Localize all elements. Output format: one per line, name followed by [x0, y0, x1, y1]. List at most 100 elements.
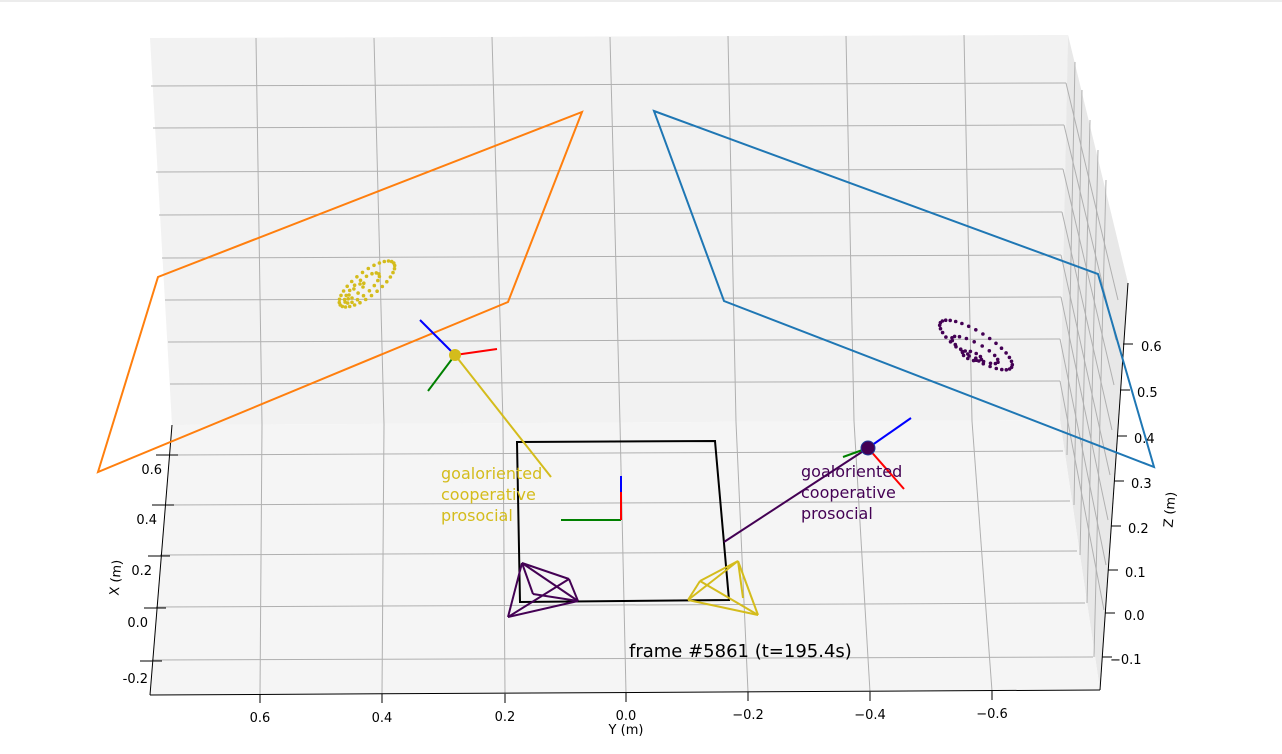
- yellow-gaze-line: [454, 354, 552, 478]
- left-screen-outline: [96, 110, 584, 474]
- z-axis-label: Z (m): [1161, 491, 1179, 528]
- y-tick-label: 0.4: [372, 711, 393, 726]
- yellow-cloud-point: [350, 296, 354, 300]
- yellow-cloud-point: [370, 271, 374, 276]
- purple-cloud-point: [980, 344, 984, 348]
- yellow-cloud-point: [385, 279, 389, 284]
- purple-cloud-point: [977, 359, 981, 363]
- origin-frame: [561, 476, 622, 521]
- purple-cloud-point: [953, 319, 958, 324]
- yellow-cloud-point: [358, 300, 362, 305]
- purple-gaze-line: [723, 447, 869, 543]
- y-axis-line: [149, 689, 1101, 696]
- purple-label-line: prosocial: [801, 504, 873, 523]
- purple-cloud-point: [944, 335, 948, 339]
- purple-cloud-point: [966, 324, 971, 329]
- yellow-cloud-point: [341, 289, 346, 293]
- purple-cloud-point: [961, 353, 966, 358]
- floor-pane: [150, 420, 1100, 695]
- yellow-camera-frustum: [687, 560, 759, 616]
- yellow-cloud-point: [345, 284, 350, 289]
- yellow-cloud-point: [352, 303, 357, 307]
- purple-cloud-point: [964, 336, 969, 341]
- x-axis-line: [149, 424, 173, 696]
- yellow-cloud-point: [342, 297, 347, 302]
- z-tick-label: 0.1: [1125, 566, 1146, 581]
- purple-cloud-point: [972, 340, 976, 344]
- yellow-axis-x: [454, 348, 498, 356]
- x-tick-label: 0.4: [136, 513, 157, 528]
- yellow-cloud-point: [392, 263, 397, 268]
- purple-cloud-point: [979, 357, 984, 362]
- purple-camera-frustum: [507, 562, 579, 618]
- purple-cloud-point: [978, 354, 983, 359]
- yellow-cloud-point: [349, 279, 354, 284]
- yellow-cloud-point: [343, 305, 348, 309]
- purple-cloud-point: [1010, 362, 1015, 367]
- axis-lines: [149, 282, 1129, 696]
- purple-cloud-point: [974, 328, 978, 332]
- z-tick-label: 0.6: [1141, 340, 1162, 355]
- purple-cloud-point: [981, 332, 985, 336]
- purple-cloud-point: [1007, 355, 1012, 360]
- yellow-cloud-point: [374, 271, 379, 275]
- yellow-cloud-point: [372, 283, 377, 288]
- purple-cloud-point: [971, 358, 976, 363]
- purple-cloud-point: [958, 347, 963, 352]
- yellow-axis-z: [419, 319, 456, 356]
- purple-cloud-point: [974, 356, 978, 361]
- x-tick-label: 0.6: [141, 463, 162, 478]
- yellow-cloud-point: [363, 297, 368, 302]
- purple-cloud-point: [1007, 367, 1012, 371]
- yellow-cloud-point: [358, 278, 363, 283]
- yellow-cloud-point: [391, 270, 395, 275]
- purple-agent: [723, 417, 912, 543]
- purple-cloud-point: [940, 319, 945, 323]
- purple-cloud-point: [995, 357, 1000, 362]
- yellow-head-marker: [449, 349, 461, 361]
- yellow-cloud-point: [377, 261, 382, 265]
- purple-cloud-point: [960, 350, 965, 355]
- purple-label-line: goaloriented: [801, 462, 902, 481]
- y-axis-label: Y (m): [608, 723, 644, 738]
- z-tick-label: 0.2: [1128, 522, 1149, 537]
- purple-cloud-point: [988, 364, 992, 369]
- purple-cloud-point: [1004, 368, 1009, 372]
- yellow-cloud-point: [347, 293, 351, 297]
- yellow-cloud-point: [375, 289, 379, 294]
- z-tick-label: 0.4: [1134, 432, 1155, 447]
- purple-cloud-point: [994, 366, 999, 371]
- yellow-cloud-point: [362, 281, 366, 286]
- y-tick-label: −0.2: [732, 708, 764, 723]
- yellow-cloud-point: [360, 270, 365, 275]
- y-tick-label: −0.4: [854, 708, 886, 723]
- yellow-cloud-point: [339, 293, 343, 298]
- purple-point-cloud: [937, 318, 1015, 372]
- yellow-label-line: prosocial: [441, 506, 513, 525]
- yellow-axis-y: [427, 354, 456, 392]
- purple-cloud-point: [953, 342, 958, 347]
- yellow-cloud-point: [380, 284, 385, 289]
- purple-cloud-point: [999, 346, 1004, 351]
- tick-marks: [140, 343, 1133, 703]
- purple-cloud-point: [963, 349, 967, 353]
- yellow-cloud-point: [372, 263, 376, 268]
- yellow-cloud-point: [337, 297, 342, 302]
- yellow-label-line: cooperative: [441, 485, 536, 504]
- yellow-cloud-point: [364, 274, 369, 279]
- yellow-cloud-point: [350, 300, 354, 305]
- purple-cloud-point: [960, 321, 964, 326]
- z-tick-label: −0.1: [1110, 653, 1142, 668]
- y-tick-label: −0.6: [976, 707, 1008, 722]
- purple-cloud-point: [993, 361, 998, 366]
- purple-cloud-point: [992, 353, 997, 358]
- yellow-cloud-point: [355, 297, 360, 302]
- purple-label-line: cooperative: [801, 483, 896, 502]
- x-tick-label: -0.2: [123, 672, 148, 687]
- purple-cloud-point: [987, 349, 992, 353]
- yellow-cloud-point: [358, 282, 362, 286]
- purple-cloud-point: [1009, 359, 1014, 364]
- purple-cloud-point: [1004, 351, 1008, 355]
- yellow-cloud-point: [389, 259, 394, 264]
